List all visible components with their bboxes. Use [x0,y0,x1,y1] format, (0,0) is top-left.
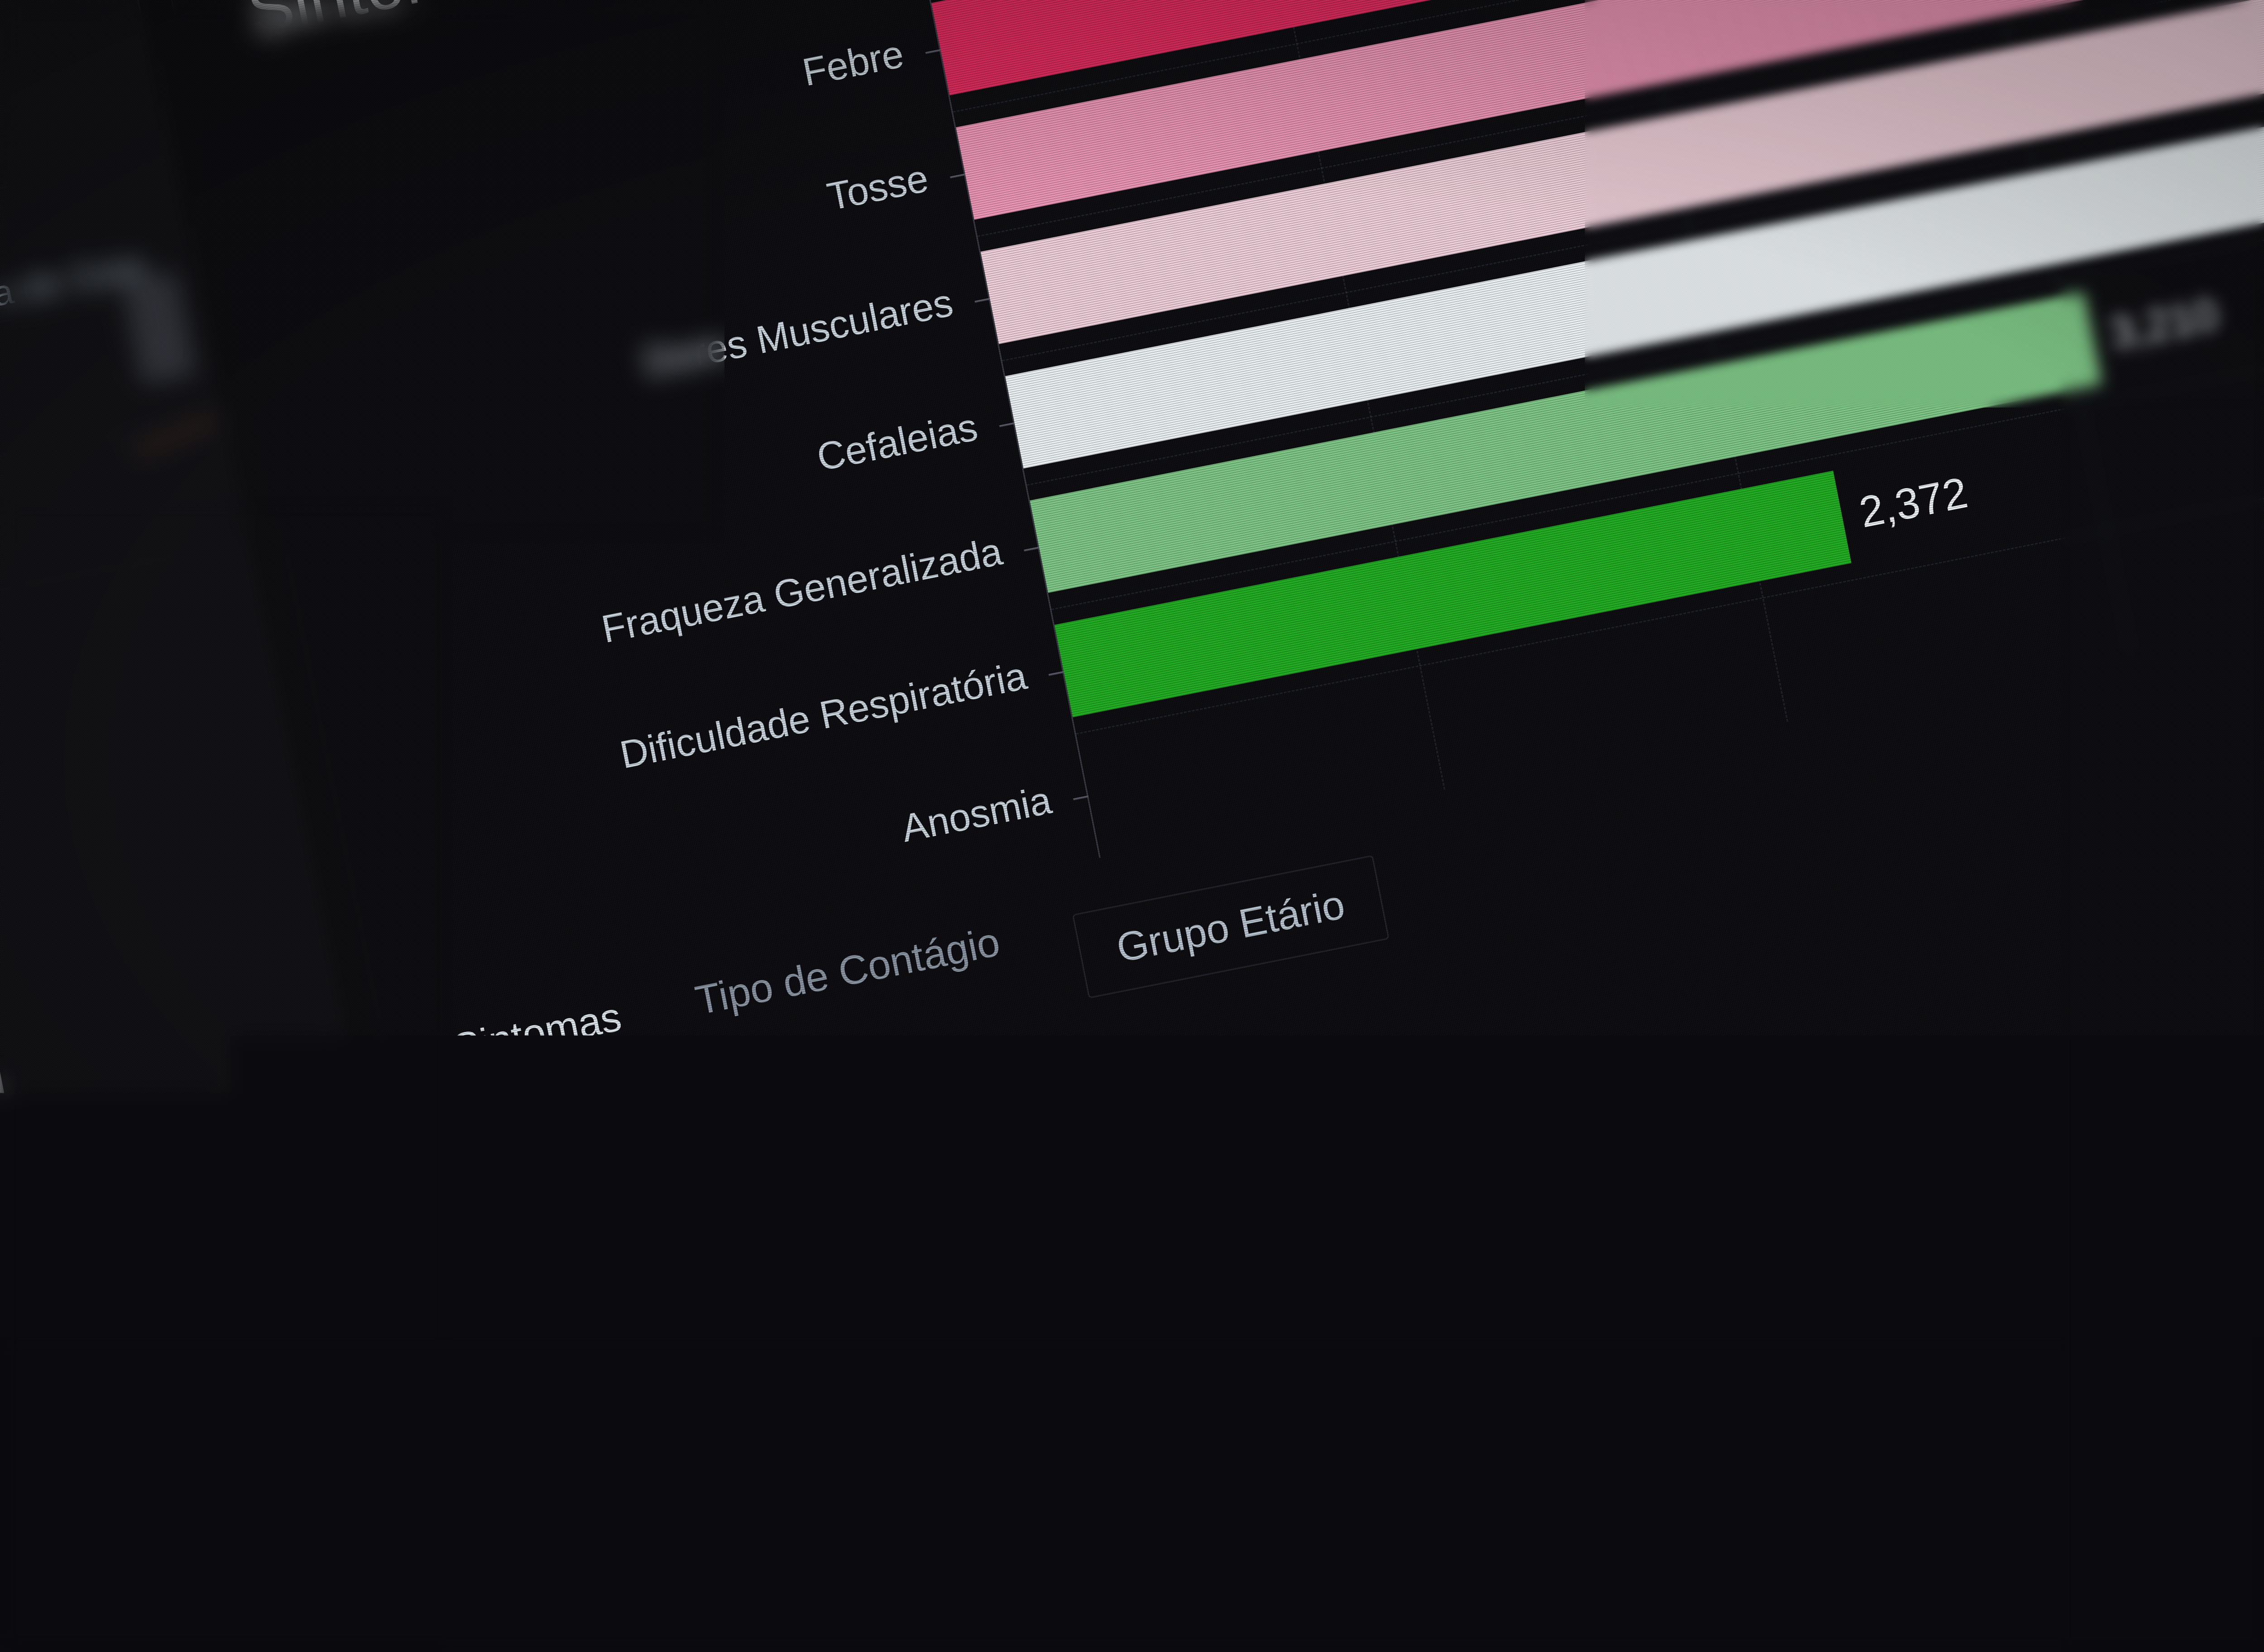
axis-tick [1024,547,1039,552]
tab-tipo-de-contagio[interactable]: Tipo de Contágio [691,919,1007,1040]
tab-grupo-etario-label: Grupo Etário [1113,882,1348,971]
bar-value-label: 2,372 [1855,468,1971,538]
symptoms-card: Sintomas Registados FebreTosseDores Musc… [155,0,2264,1564]
axis-tick [950,173,965,178]
sidebar-item-0[interactable] [0,82,155,219]
axis-tick [974,298,990,303]
axis-tick [999,423,1015,427]
sidebar-footer-label: Evolução de Casos Suspeitos [0,1396,524,1557]
axis-tick [1073,796,1089,801]
category-label: Dificuldade Respiratória [616,653,1031,778]
category-label: Anosmia [898,778,1055,851]
dashboard-app: Confirmados Vila Nova de Gaia Evolução d… [0,0,2264,1652]
category-label: Fraqueza Generalizada [598,529,1006,652]
tab-grupo-etario[interactable]: Grupo Etário [1072,855,1389,999]
tab-sintomas[interactable]: Sintomas [450,994,633,1110]
axis-tick [926,49,941,54]
category-label: Tosse [824,156,932,220]
photo-scene: Confirmados Vila Nova de Gaia Evolução d… [0,0,2264,1652]
axis-tick [1049,671,1064,676]
symptoms-bar-chart: Febre Tosse Dores Musculares Cefaleias Fraqu… [269,0,2264,988]
tab-tipo-de-contagio-label: Tipo de Contágio [692,919,1004,1024]
monitor-screen: Confirmados Vila Nova de Gaia Evolução d… [0,0,2264,1652]
category-label: Dores Musculares [640,280,957,385]
category-label: Febre [799,32,907,96]
sidebar-item-3[interactable] [0,469,231,606]
bar-value-label: 3,210 [2106,289,2222,359]
category-label: Cefaleias [813,405,981,480]
